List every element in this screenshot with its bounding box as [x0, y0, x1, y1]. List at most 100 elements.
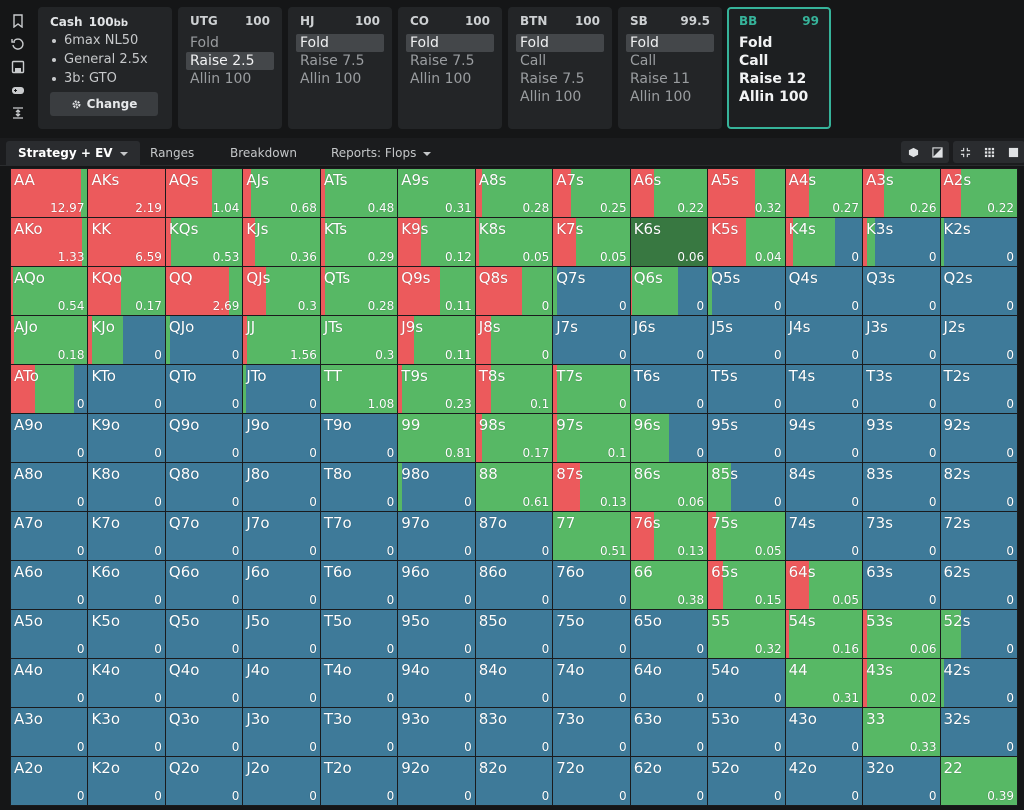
- hand-cell-85o[interactable]: 85o 0: [475, 610, 553, 658]
- hand-cell-j3o[interactable]: J3o 0: [243, 708, 320, 756]
- hand-cell-a6s[interactable]: A6s 0.22: [630, 169, 708, 217]
- hand-cell-a2o[interactable]: A2o 0: [11, 757, 88, 805]
- hand-cell-87s[interactable]: 87s 0.13: [553, 463, 630, 511]
- hand-cell-92s[interactable]: 92s 0: [940, 414, 1017, 462]
- hand-cell-q8s[interactable]: Q8s 0: [475, 267, 553, 315]
- hand-cell-54o[interactable]: 54o 0: [708, 659, 785, 707]
- hand-cell-aqs[interactable]: AQs 1.04: [165, 169, 243, 217]
- hand-cell-44[interactable]: 44 0.31: [785, 659, 863, 707]
- hand-cell-t7s[interactable]: T7s 0: [553, 365, 630, 413]
- hand-cell-aks[interactable]: AKs 2.19: [88, 169, 165, 217]
- hand-cell-jts[interactable]: JTs 0.3: [320, 316, 398, 364]
- hand-cell-32o[interactable]: 32o 0: [863, 757, 940, 805]
- hand-cell-j2s[interactable]: J2s 0: [940, 316, 1017, 364]
- action-option[interactable]: Fold: [516, 34, 604, 52]
- hand-cell-93o[interactable]: 93o 0: [398, 708, 475, 756]
- action-option[interactable]: Fold: [406, 34, 494, 52]
- hand-cell-j5s[interactable]: J5s 0: [708, 316, 785, 364]
- hand-cell-75o[interactable]: 75o 0: [553, 610, 630, 658]
- hand-cell-j2o[interactable]: J2o 0: [243, 757, 320, 805]
- hand-cell-77[interactable]: 77 0.51: [553, 512, 630, 560]
- position-card-utg[interactable]: UTG 100 Fold Raise 2.5 Allin 100: [178, 7, 282, 129]
- hand-cell-a7o[interactable]: A7o 0: [11, 512, 88, 560]
- hand-cell-87o[interactable]: 87o 0: [475, 512, 553, 560]
- hand-cell-aa[interactable]: AA 12.97: [11, 169, 88, 217]
- hand-cell-qjo[interactable]: QJo 0: [165, 316, 243, 364]
- action-option[interactable]: Fold: [296, 34, 384, 52]
- hand-cell-k7o[interactable]: K7o 0: [88, 512, 165, 560]
- hand-cell-32s[interactable]: 32s 0: [940, 708, 1017, 756]
- hand-cell-t8s[interactable]: T8s 0.1: [475, 365, 553, 413]
- hand-cell-t5o[interactable]: T5o 0: [320, 610, 398, 658]
- hand-cell-k5s[interactable]: K5s 0.04: [708, 218, 785, 266]
- hand-cell-q9o[interactable]: Q9o 0: [165, 414, 243, 462]
- compress-icon[interactable]: [953, 141, 977, 163]
- hand-cell-k8s[interactable]: K8s 0.05: [475, 218, 553, 266]
- hand-cell-97o[interactable]: 97o 0: [398, 512, 475, 560]
- hand-cell-ats[interactable]: ATs 0.48: [320, 169, 398, 217]
- hand-cell-96s[interactable]: 96s 0: [630, 414, 708, 462]
- hand-cell-a2s[interactable]: A2s 0.22: [940, 169, 1017, 217]
- hand-cell-66[interactable]: 66 0.38: [630, 561, 708, 609]
- hand-cell-kjs[interactable]: KJs 0.36: [243, 218, 320, 266]
- hand-cell-72o[interactable]: 72o 0: [553, 757, 630, 805]
- hand-cell-t6o[interactable]: T6o 0: [320, 561, 398, 609]
- hand-cell-a3o[interactable]: A3o 0: [11, 708, 88, 756]
- hand-cell-kjo[interactable]: KJo 0: [88, 316, 165, 364]
- hand-cell-98s[interactable]: 98s 0.17: [475, 414, 553, 462]
- hand-cell-j6s[interactable]: J6s 0: [630, 316, 708, 364]
- tab-breakdown[interactable]: Breakdown: [230, 146, 297, 160]
- hand-cell-52s[interactable]: 52s 0: [940, 610, 1017, 658]
- hand-cell-62s[interactable]: 62s 0: [940, 561, 1017, 609]
- hand-cell-k5o[interactable]: K5o 0: [88, 610, 165, 658]
- hand-cell-63o[interactable]: 63o 0: [630, 708, 708, 756]
- hand-cell-q2o[interactable]: Q2o 0: [165, 757, 243, 805]
- hand-cell-a4o[interactable]: A4o 0: [11, 659, 88, 707]
- save-icon[interactable]: [9, 58, 27, 76]
- action-option[interactable]: Call: [520, 53, 547, 69]
- hand-cell-86o[interactable]: 86o 0: [475, 561, 553, 609]
- hand-cell-qts[interactable]: QTs 0.28: [320, 267, 398, 315]
- hand-cell-a8s[interactable]: A8s 0.28: [475, 169, 553, 217]
- hand-cell-76s[interactable]: 76s 0.13: [630, 512, 708, 560]
- hand-cell-22[interactable]: 22 0.39: [940, 757, 1017, 805]
- hand-cell-74s[interactable]: 74s 0: [785, 512, 863, 560]
- hand-cell-j4o[interactable]: J4o 0: [243, 659, 320, 707]
- position-card-btn[interactable]: BTN 100 Fold Call Raise 7.5 Allin 100: [508, 7, 612, 129]
- hand-cell-85s[interactable]: 85s 0: [708, 463, 785, 511]
- hand-cell-92o[interactable]: 92o 0: [398, 757, 475, 805]
- action-option[interactable]: Fold: [626, 34, 714, 52]
- hand-cell-t7o[interactable]: T7o 0: [320, 512, 398, 560]
- hand-cell-k2s[interactable]: K2s 0: [940, 218, 1017, 266]
- hand-cell-k4o[interactable]: K4o 0: [88, 659, 165, 707]
- hand-cell-t2s[interactable]: T2s 0: [940, 365, 1017, 413]
- hand-cell-64s[interactable]: 64s 0.05: [785, 561, 863, 609]
- hand-cell-93s[interactable]: 93s 0: [863, 414, 940, 462]
- hand-cell-kts[interactable]: KTs 0.29: [320, 218, 398, 266]
- hand-cell-kqo[interactable]: KQo 0.17: [88, 267, 165, 315]
- hand-cell-q4o[interactable]: Q4o 0: [165, 659, 243, 707]
- hand-cell-76o[interactable]: 76o 0: [553, 561, 630, 609]
- action-option[interactable]: Allin 100: [410, 71, 472, 87]
- hand-cell-t3o[interactable]: T3o 0: [320, 708, 398, 756]
- hand-cell-72s[interactable]: 72s 0: [940, 512, 1017, 560]
- hand-cell-33[interactable]: 33 0.33: [863, 708, 940, 756]
- hand-cell-ako[interactable]: AKo 1.33: [11, 218, 88, 266]
- square-icon[interactable]: [1001, 141, 1024, 163]
- action-option[interactable]: Allin 100: [300, 71, 362, 87]
- hand-cell-q5s[interactable]: Q5s 0: [708, 267, 785, 315]
- hand-cell-a8o[interactable]: A8o 0: [11, 463, 88, 511]
- position-card-sb[interactable]: SB 99.5 Fold Call Raise 11 Allin 100: [618, 7, 722, 129]
- hand-cell-84s[interactable]: 84s 0: [785, 463, 863, 511]
- tab-ranges[interactable]: Ranges: [150, 146, 195, 160]
- hand-cell-88[interactable]: 88 0.61: [475, 463, 553, 511]
- hand-cell-63s[interactable]: 63s 0: [863, 561, 940, 609]
- hand-cell-65s[interactable]: 65s 0.15: [708, 561, 785, 609]
- hand-cell-a7s[interactable]: A7s 0.25: [553, 169, 630, 217]
- hand-cell-62o[interactable]: 62o 0: [630, 757, 708, 805]
- hand-cell-42s[interactable]: 42s 0: [940, 659, 1017, 707]
- hand-cell-t6s[interactable]: T6s 0: [630, 365, 708, 413]
- hand-cell-qjs[interactable]: QJs 0.3: [243, 267, 320, 315]
- contrast-icon[interactable]: [925, 141, 949, 163]
- action-option[interactable]: Raise 7.5: [410, 53, 475, 69]
